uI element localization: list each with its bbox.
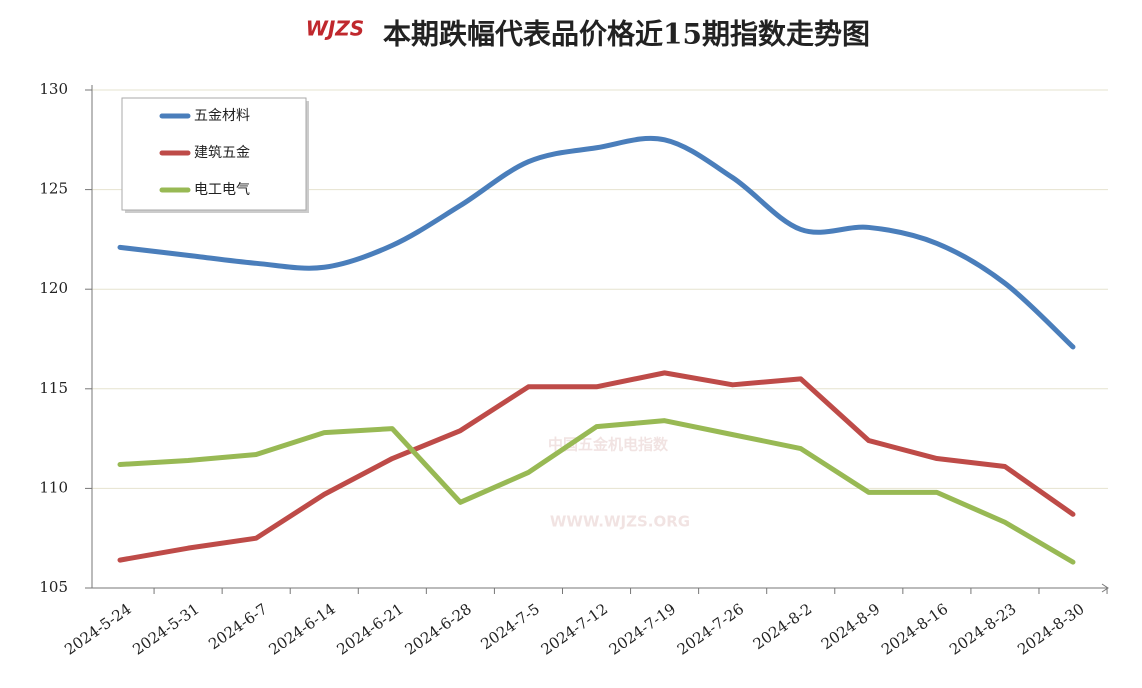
watermark: WWW.WJZS.ORG — [550, 513, 690, 531]
x-axis-arrow — [1101, 583, 1109, 593]
x-tick-label: 2024-6-14 — [265, 600, 338, 659]
line-series — [117, 370, 1076, 563]
x-tick-label: 2024-5-24 — [61, 600, 134, 659]
x-tick-label: 2024-7-12 — [538, 600, 611, 659]
x-tick-label: 2024-6-28 — [402, 600, 475, 659]
y-tick-label: 120 — [39, 279, 68, 297]
x-tick-label: 2024-8-30 — [1014, 600, 1087, 659]
chart-title: 本期跌幅代表品价格近15期指数走势图 — [383, 18, 870, 51]
x-tick-label: 2024-7-5 — [477, 600, 543, 653]
y-tick-label: 125 — [39, 180, 68, 198]
legend-label: 电工电气 — [194, 182, 250, 198]
x-tick-label: 2024-8-16 — [878, 600, 951, 659]
x-tick-label: 2024-8-23 — [946, 600, 1019, 659]
legend-label: 建筑五金 — [194, 145, 250, 161]
y-tick-label: 110 — [39, 478, 68, 496]
legend — [121, 97, 307, 211]
x-tick-label: 2024-7-26 — [674, 600, 747, 659]
x-tick-label: 2024-8-2 — [750, 600, 816, 653]
y-tick-label: 130 — [39, 80, 68, 98]
legend-label: 五金材料 — [194, 108, 250, 124]
y-tick-label: 105 — [39, 578, 68, 596]
line-series — [117, 135, 1076, 350]
logo: WJZS — [306, 17, 364, 41]
line-series — [117, 418, 1076, 565]
y-tick-label: 115 — [39, 379, 68, 397]
x-tick-label: 2024-6-7 — [205, 600, 271, 653]
x-tick-label: 2024-6-21 — [334, 600, 407, 659]
x-tick-label: 2024-7-19 — [606, 600, 679, 659]
x-tick-label: 2024-5-31 — [129, 600, 202, 659]
x-tick-label: 2024-8-9 — [818, 600, 884, 653]
